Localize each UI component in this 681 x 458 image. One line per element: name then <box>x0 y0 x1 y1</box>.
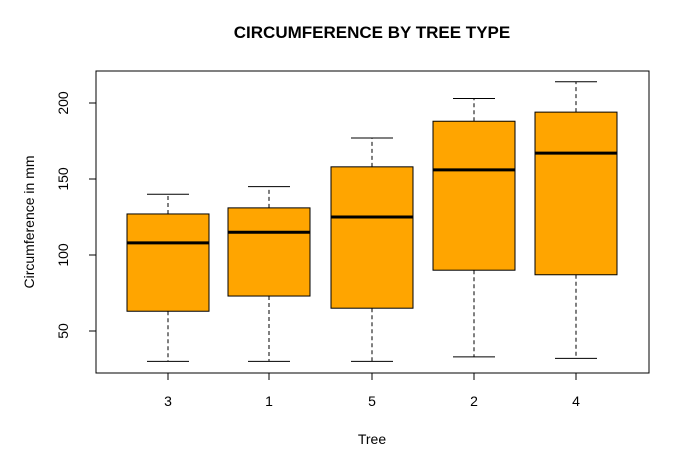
boxes <box>126 81 618 362</box>
x-tick-label-1: 1 <box>265 393 273 409</box>
x-tick-label-5: 5 <box>368 393 376 409</box>
iqr-box-3 <box>126 213 210 312</box>
iqr-box-5 <box>330 166 414 309</box>
box-5 <box>330 137 414 362</box>
y-tick-label-100: 100 <box>55 243 71 267</box>
box-1 <box>227 186 311 362</box>
x-axis: 3 1 5 2 4 <box>164 372 580 409</box>
box-4 <box>534 81 618 359</box>
y-tick-label-50: 50 <box>55 323 71 339</box>
iqr-box-4 <box>534 111 618 276</box>
x-tick-label-4: 4 <box>572 393 580 409</box>
x-tick-label-2: 2 <box>470 393 478 409</box>
iqr-box-1 <box>227 207 311 297</box>
x-axis-label: Tree <box>358 431 386 447</box>
y-axis-label: Circumference in mm <box>21 155 37 288</box>
box-2 <box>432 97 516 358</box>
y-tick-label-200: 200 <box>55 91 71 115</box>
y-axis: 50 100 150 200 <box>55 91 97 339</box>
box-3 <box>126 193 210 362</box>
chart-title: CIRCUMFERENCE BY TREE TYPE <box>234 23 510 42</box>
iqr-box-2 <box>432 120 516 271</box>
y-tick-label-150: 150 <box>55 167 71 191</box>
x-tick-label-3: 3 <box>164 393 172 409</box>
